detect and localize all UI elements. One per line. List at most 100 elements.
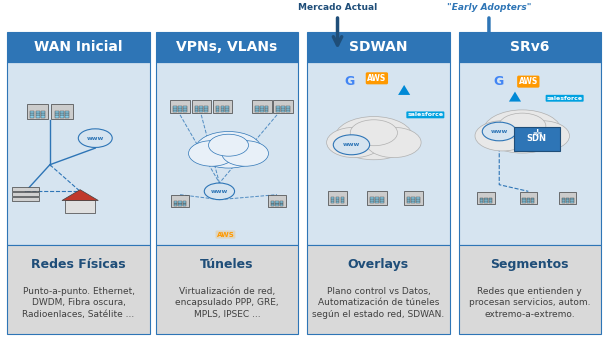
Text: SDN: SDN [527, 134, 547, 143]
Text: WAN Inicial: WAN Inicial [34, 40, 123, 54]
Polygon shape [62, 190, 98, 200]
Bar [477, 192, 495, 204]
Bar [171, 100, 190, 113]
Bar [571, 199, 574, 201]
Bar [65, 113, 69, 115]
Bar [336, 199, 339, 201]
Bar [480, 199, 483, 201]
Bar [273, 100, 293, 113]
Bar [559, 192, 576, 204]
Bar [204, 106, 208, 108]
Bar [55, 111, 58, 113]
Text: salesforce: salesforce [407, 112, 443, 117]
Text: Segmentos: Segmentos [491, 258, 569, 271]
Polygon shape [509, 92, 521, 102]
FancyBboxPatch shape [156, 62, 298, 244]
Text: G: G [345, 75, 355, 88]
Text: G: G [493, 75, 503, 88]
Circle shape [326, 127, 382, 158]
Bar [275, 204, 278, 206]
Bar [178, 201, 181, 203]
Bar [281, 108, 285, 110]
Bar [178, 106, 182, 108]
Circle shape [366, 127, 421, 158]
Bar [30, 113, 34, 115]
Bar [183, 106, 187, 108]
Bar [407, 197, 410, 199]
Text: Virtualización de red,
encapsulado PPP, GRE,
MPLS, IPSEC ...: Virtualización de red, encapsulado PPP, … [175, 286, 279, 319]
Bar [51, 104, 72, 119]
Bar [199, 110, 203, 112]
Bar [220, 110, 224, 112]
Bar [220, 108, 224, 110]
Bar [174, 106, 177, 108]
Bar [523, 199, 526, 201]
Bar [255, 106, 259, 108]
Bar [27, 104, 48, 119]
Bar [375, 197, 379, 199]
FancyBboxPatch shape [515, 126, 560, 152]
Bar [271, 203, 274, 204]
Circle shape [483, 110, 561, 153]
Bar [55, 115, 58, 118]
Text: Redes que entienden y
procesan servicios, autom.
extremo-a-extremo.: Redes que entienden y procesan servicios… [469, 286, 591, 319]
Bar [412, 199, 415, 201]
Bar [328, 191, 347, 205]
Bar [183, 204, 186, 206]
Circle shape [222, 141, 269, 166]
Circle shape [204, 183, 234, 200]
Bar [171, 195, 189, 207]
Text: ✛: ✛ [532, 129, 541, 139]
Bar [30, 111, 34, 113]
Bar [417, 201, 420, 203]
Bar [41, 113, 45, 115]
Bar [174, 203, 177, 204]
Bar [174, 204, 177, 206]
FancyBboxPatch shape [308, 244, 449, 334]
Text: SDWAN: SDWAN [349, 40, 407, 54]
Bar [367, 191, 387, 205]
Bar [331, 201, 334, 203]
Bar [331, 197, 334, 199]
Bar [523, 201, 526, 203]
Bar [216, 106, 219, 108]
Circle shape [475, 121, 530, 151]
Circle shape [333, 135, 370, 155]
Bar [527, 201, 530, 203]
Bar [571, 198, 574, 199]
Bar [380, 201, 384, 203]
Bar [12, 197, 39, 201]
Bar [488, 199, 492, 201]
Bar [65, 115, 69, 118]
Bar [280, 204, 283, 206]
Bar [199, 106, 203, 108]
Text: Plano control vs Datos,
Automatización de túneles
según el estado red, SDWAN.: Plano control vs Datos, Automatización d… [312, 286, 445, 319]
FancyBboxPatch shape [156, 32, 298, 62]
Bar [12, 192, 39, 196]
Bar [380, 197, 384, 199]
FancyBboxPatch shape [459, 244, 601, 334]
Bar [519, 192, 537, 204]
Text: "Early Adopters": "Early Adopters" [446, 3, 531, 12]
Bar [225, 110, 229, 112]
Bar [370, 199, 374, 201]
Bar [380, 199, 384, 201]
Bar [260, 110, 264, 112]
Text: SRv6: SRv6 [510, 40, 549, 54]
Bar [480, 198, 483, 199]
Text: Túneles: Túneles [200, 258, 254, 271]
Bar [566, 198, 569, 199]
Bar [174, 108, 177, 110]
Text: www: www [343, 142, 360, 147]
Bar [484, 199, 488, 201]
Text: www: www [211, 189, 228, 194]
Bar [265, 110, 269, 112]
Bar [199, 108, 203, 110]
Circle shape [79, 129, 112, 147]
FancyBboxPatch shape [308, 62, 449, 244]
Bar [286, 110, 290, 112]
Bar [41, 115, 45, 118]
Text: www: www [491, 129, 508, 134]
Bar [276, 110, 280, 112]
Bar [30, 115, 34, 118]
